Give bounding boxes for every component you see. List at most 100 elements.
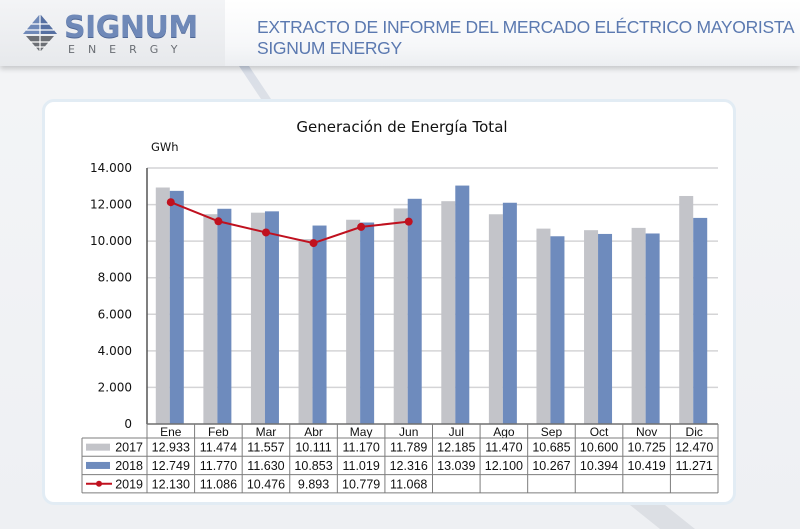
table-cell-2018-mar: 11.630: [247, 459, 284, 473]
table-cell-2017-jun: 11.789: [390, 441, 427, 455]
bar-2017-ene: [155, 187, 170, 424]
table-cell-2018-nov: 10.419: [628, 459, 666, 473]
bars: [155, 185, 708, 424]
bar-2018-abr: [312, 225, 327, 424]
x-category-label: Ene: [160, 425, 182, 439]
x-category-label: Nov: [636, 425, 657, 439]
pyramid-logo-icon: [23, 14, 57, 52]
y-tick-label: 4.000: [98, 344, 132, 358]
bar-2017-jun: [393, 208, 408, 424]
x-category-label: Mar: [256, 425, 277, 439]
table-cell-2018-jun: 12.316: [390, 459, 428, 473]
table-cell-2018-jul: 13.039: [437, 459, 475, 473]
table-cell-2018-may: 11.019: [342, 459, 379, 473]
chart-title: Generación de Energía Total: [296, 118, 507, 136]
bar-2018-oct: [598, 233, 613, 424]
y-tick-label: 14.000: [90, 161, 132, 175]
legend-label-2018: 2018: [115, 459, 143, 473]
bar-2017-dic: [679, 195, 694, 424]
table-cell-2018-feb: 11.770: [200, 459, 237, 473]
y-tick-label: 12.000: [90, 198, 132, 212]
bar-2017-abr: [298, 239, 313, 424]
bar-2017-ago: [488, 214, 503, 424]
bar-2017-sep: [536, 228, 551, 424]
bar-2018-mar: [264, 211, 279, 424]
logo-subtitle: ENERGY: [68, 43, 191, 56]
y-tick-label: 6.000: [98, 307, 132, 321]
legend-key-2017: [86, 443, 110, 451]
point-2019-mar: [261, 228, 270, 237]
x-category-label: May: [350, 425, 373, 439]
point-2019-ene: [166, 198, 175, 207]
table-cell-2018-dic: 11.271: [676, 459, 713, 473]
bar-2017-mar: [250, 212, 265, 424]
table-cell-2017-feb: 11.474: [200, 441, 237, 455]
bar-2018-may: [360, 222, 375, 424]
bar-2018-nov: [645, 233, 660, 424]
table-cell-2017-ene: 12.933: [152, 441, 190, 455]
x-category-label: Jun: [399, 425, 418, 439]
table-cell-2019-mar: 10.476: [247, 477, 285, 491]
x-category-label: Dic: [686, 425, 703, 439]
bar-2018-sep: [550, 236, 565, 424]
table-cell-2017-nov: 10.725: [628, 441, 666, 455]
y-axis-ticks: 0 2.000 4.000 6.000 8.000 10.000 12.000 14.000: [90, 161, 132, 431]
x-category-label: Oct: [590, 425, 609, 439]
table-cell-2018-ago: 12.100: [485, 459, 523, 473]
table-cell-2017-dic: 12.470: [675, 441, 713, 455]
table-cell-2017-jul: 12.185: [437, 441, 475, 455]
bar-2017-may: [346, 219, 361, 424]
y-tick-label: 8.000: [98, 271, 132, 285]
table-cell-2019-abr: 9.893: [298, 477, 329, 491]
legend-label-2019: 2019: [115, 477, 143, 491]
table-cell-2018-abr: 10.853: [294, 459, 332, 473]
table-cell-2019-ene: 12.130: [152, 477, 190, 491]
y-axis-unit-label: GWh: [151, 140, 179, 154]
bar-2018-feb: [217, 208, 232, 424]
data-table: Ene Feb Mar Abr May Jun Jul Ago Sep Oct Nov Dic 2017…: [81, 423, 719, 494]
report-title-line1: EXTRACTO DE INFORME DEL MERCADO ELÉCTRIC…: [257, 17, 795, 37]
bar-2018-ene: [169, 190, 184, 424]
signum-logo: SIGNUM ENERGY: [18, 10, 198, 58]
page-header: SIGNUM ENERGY EXTRACTO DE INFORME DEL ME…: [0, 0, 800, 66]
point-2019-abr: [309, 239, 318, 248]
table-cell-2018-oct: 10.394: [580, 459, 618, 473]
x-category-label: Feb: [208, 425, 229, 439]
point-2019-jun: [404, 217, 413, 226]
table-cell-2017-may: 11.170: [342, 441, 379, 455]
table-cell-2019-jun: 11.068: [390, 477, 427, 491]
bar-2018-jul: [455, 185, 470, 424]
bar-2017-oct: [584, 230, 599, 424]
legend-label-2017: 2017: [115, 441, 143, 455]
table-cell-2017-oct: 10.600: [580, 441, 618, 455]
table-cell-2018-sep: 10.267: [532, 459, 570, 473]
table-cell-2019-feb: 11.086: [200, 477, 237, 491]
line-path-2019: [170, 201, 409, 245]
table-cell-2017-sep: 10.685: [532, 441, 570, 455]
x-category-label: Abr: [304, 425, 323, 439]
y-tick-label: 0: [124, 417, 132, 431]
gridlines: [147, 167, 718, 389]
legend-key-2018: [86, 461, 110, 469]
bar-2018-ago: [502, 202, 517, 424]
point-2019-feb: [214, 217, 223, 226]
x-category-label: Ago: [493, 425, 515, 439]
bar-2017-nov: [631, 227, 646, 424]
x-category-label: Sep: [541, 425, 563, 439]
report-title-line2: SIGNUM ENERGY: [257, 38, 402, 58]
bar-2018-dic: [693, 217, 708, 424]
table-cell-2017-ago: 11.470: [485, 441, 522, 455]
bar-2017-jul: [441, 201, 456, 424]
point-2019-may: [357, 222, 366, 231]
table-cell-2019-may: 10.779: [342, 477, 380, 491]
table-cell-2018-ene: 12.749: [152, 459, 190, 473]
x-category-label: Jul: [449, 425, 464, 439]
series-2019-line: [166, 198, 413, 248]
y-tick-label: 10.000: [90, 234, 132, 248]
y-tick-label: 2.000: [98, 380, 132, 394]
table-cell-2017-abr: 10.111: [295, 441, 331, 455]
bar-2017-feb: [203, 214, 218, 424]
table-cell-2017-mar: 11.557: [247, 441, 284, 455]
bar-2018-jun: [407, 198, 422, 424]
